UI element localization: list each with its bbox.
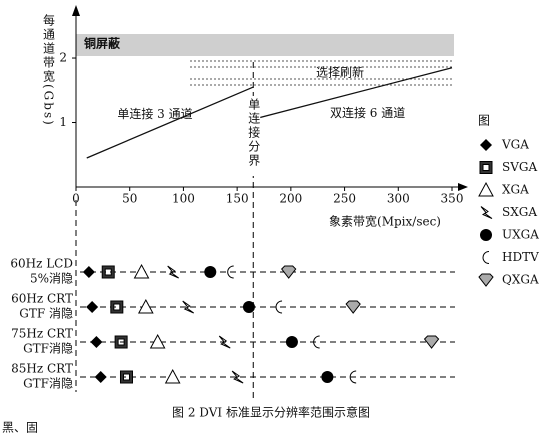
refresh-lines bbox=[190, 60, 454, 86]
axis-arrow bbox=[72, 5, 80, 16]
x-tick-label: 200 bbox=[279, 192, 302, 206]
legend-symbol bbox=[478, 273, 494, 287]
data-symbol bbox=[90, 336, 103, 348]
data-symbol bbox=[349, 370, 357, 384]
legend-title: 图 bbox=[478, 114, 490, 128]
legend-symbol bbox=[480, 139, 492, 151]
row-label: 60Hz LCD bbox=[10, 257, 73, 271]
legend-label: HDTV bbox=[502, 250, 539, 264]
series-label: 单连接 3 通道 bbox=[117, 106, 192, 121]
legend-symbol bbox=[480, 206, 493, 219]
data-symbol bbox=[133, 263, 150, 279]
x-tick-label: 350 bbox=[441, 192, 464, 206]
y-tick-label: 1 bbox=[59, 115, 67, 129]
data-symbol bbox=[285, 336, 298, 348]
data-symbol bbox=[119, 370, 133, 384]
legend-label: SVGA bbox=[502, 160, 537, 174]
caption: 图 2 DVI 标准显示分辨率范围示意图 bbox=[172, 405, 370, 420]
legend-label: VGA bbox=[501, 138, 529, 152]
annotation: 选择刷新 bbox=[316, 65, 364, 80]
boundary-label: 单连接分界 bbox=[247, 98, 261, 168]
x-tick-label: 50 bbox=[122, 192, 137, 206]
x-tick-label: 0 bbox=[72, 192, 80, 206]
shield-band bbox=[76, 34, 454, 56]
row-label: 75Hz CRT bbox=[11, 327, 73, 341]
x-axis-label: 象素带宽(Mpix/sec) bbox=[329, 214, 441, 229]
data-symbol bbox=[167, 265, 179, 279]
row-label: GTF消隐 bbox=[23, 377, 73, 391]
data-symbol bbox=[321, 371, 334, 383]
x-tick-label: 300 bbox=[387, 192, 410, 206]
data-symbol bbox=[86, 301, 99, 313]
data-symbol bbox=[82, 266, 95, 278]
data-symbol bbox=[110, 300, 124, 314]
data-symbol bbox=[94, 371, 107, 383]
x-tick-label: 100 bbox=[172, 192, 195, 206]
data-symbol bbox=[275, 300, 283, 314]
data-symbol bbox=[204, 266, 217, 278]
data-symbol bbox=[227, 265, 234, 279]
axis-arrow bbox=[458, 183, 468, 191]
legend-label: QXGA bbox=[502, 273, 539, 287]
row-label: 85Hz CRT bbox=[11, 362, 73, 376]
annotation: 铜屏蔽 bbox=[84, 36, 121, 51]
text-fragment: 黑、固 bbox=[2, 421, 38, 433]
data-symbol bbox=[313, 335, 320, 349]
data-symbol bbox=[281, 265, 297, 279]
legend-symbol bbox=[478, 181, 494, 197]
data-symbol bbox=[242, 301, 255, 313]
data-symbol bbox=[345, 300, 361, 314]
row-label: GTF 消隐 bbox=[19, 307, 73, 321]
series-line bbox=[86, 86, 254, 159]
legend-symbol bbox=[479, 161, 493, 174]
data-symbol bbox=[137, 298, 154, 314]
data-symbol bbox=[182, 300, 195, 314]
y-tick-label: 2 bbox=[59, 51, 67, 65]
data-symbol bbox=[114, 335, 128, 349]
legend-symbol bbox=[480, 229, 492, 241]
series-line bbox=[253, 67, 453, 120]
label-bg bbox=[246, 96, 261, 176]
y-axis-label: 每通道带宽(Gbs) bbox=[42, 13, 56, 127]
legend-label: XGA bbox=[502, 183, 529, 197]
row-label: GTF消隐 bbox=[23, 342, 73, 356]
row-label: 5%消隐 bbox=[30, 272, 73, 286]
series-label: 双连接 6 通道 bbox=[330, 105, 405, 120]
x-tick-label: 150 bbox=[226, 192, 249, 206]
data-symbol bbox=[149, 333, 166, 349]
data-symbol bbox=[218, 335, 231, 349]
legend-symbol bbox=[482, 251, 490, 264]
data-symbol bbox=[101, 265, 115, 279]
data-symbol bbox=[231, 370, 244, 384]
x-tick-label: 250 bbox=[333, 192, 356, 206]
row-label: 60Hz CRT bbox=[11, 292, 73, 306]
legend-label: UXGA bbox=[502, 228, 539, 242]
legend-label: SXGA bbox=[502, 205, 537, 219]
data-symbol bbox=[164, 368, 181, 384]
data-symbol bbox=[423, 335, 440, 349]
